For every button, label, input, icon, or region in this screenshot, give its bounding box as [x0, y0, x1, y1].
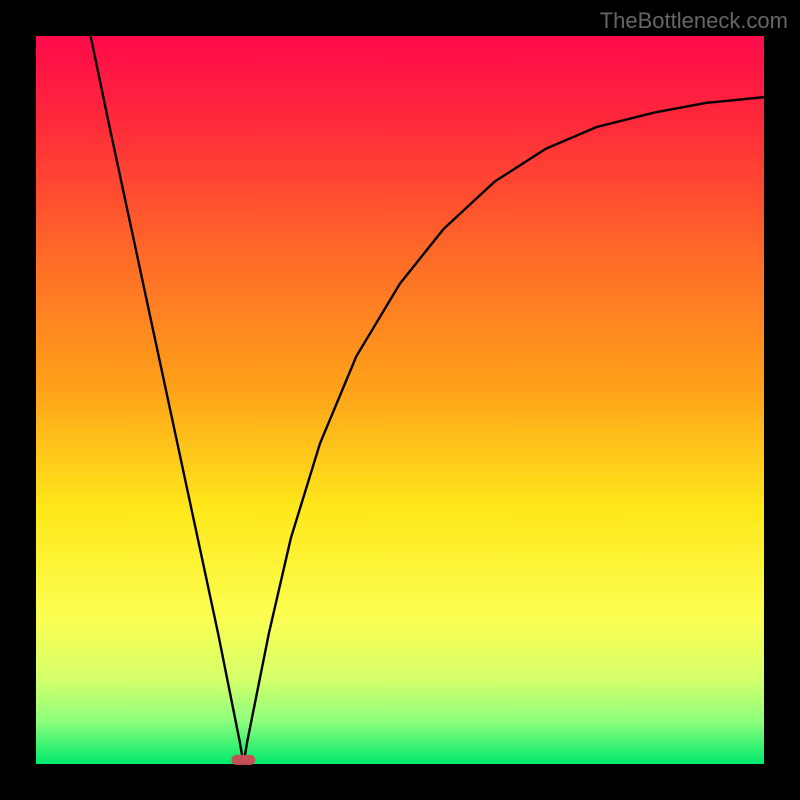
chart-root: TheBottleneck.com — [0, 0, 800, 800]
plot-area — [36, 36, 764, 764]
watermark-text: TheBottleneck.com — [600, 8, 788, 34]
vertex-marker — [232, 755, 255, 765]
